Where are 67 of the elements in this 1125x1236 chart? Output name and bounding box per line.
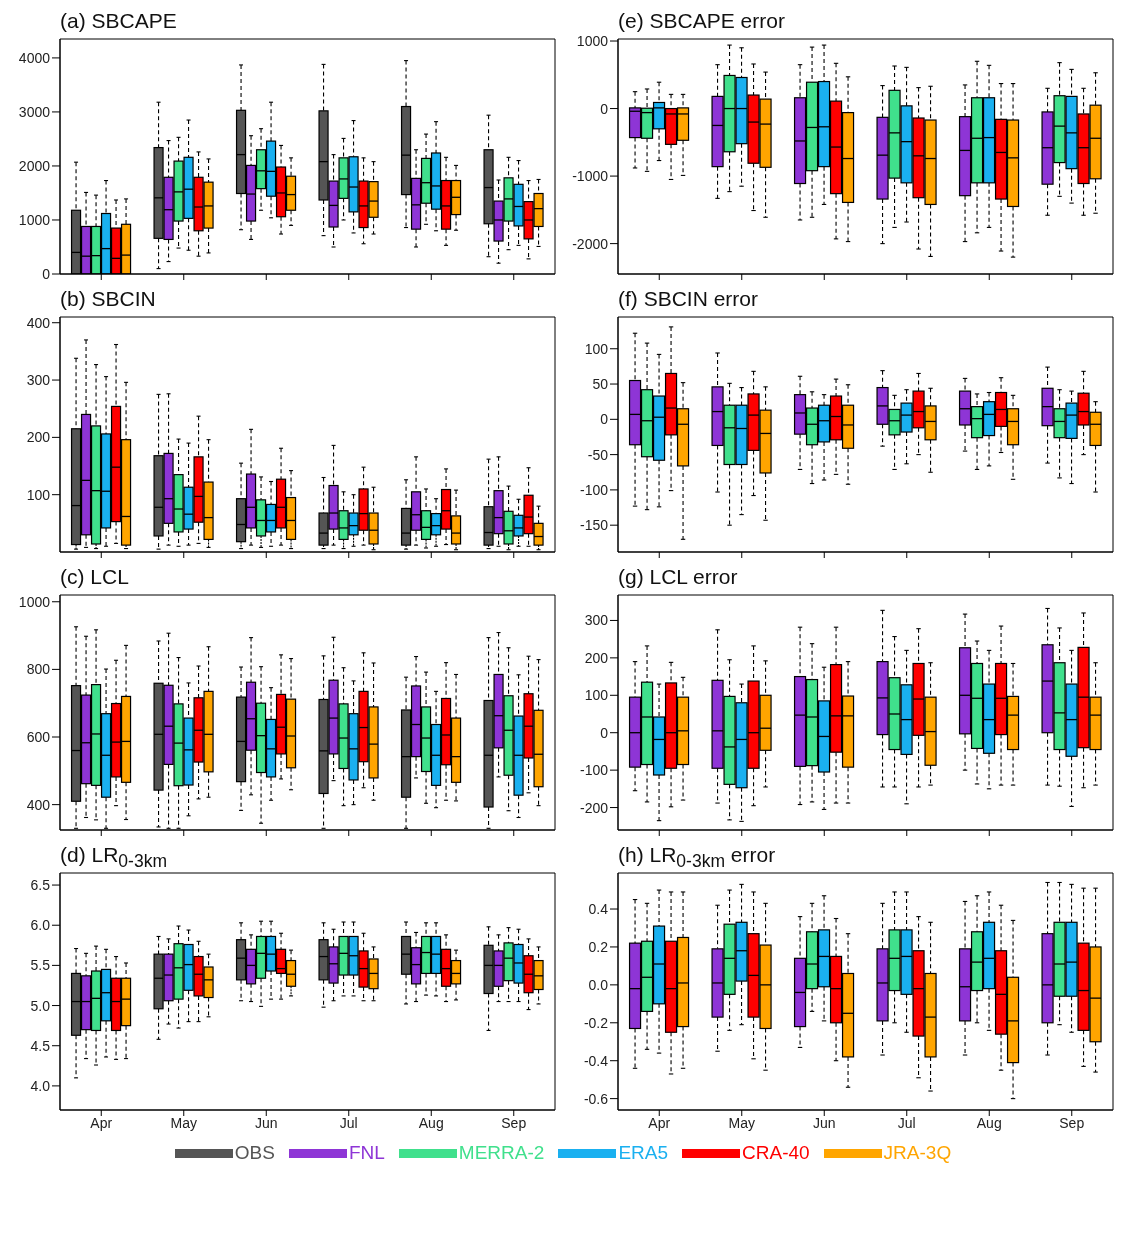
chart-title: (a) SBCAPE [59,8,178,34]
y-tick-label: -1000 [572,168,609,185]
y-tick-label: 300 [26,372,51,389]
chart-title: (f) SBCIN error [617,286,759,312]
legend-label: MERRA-2 [458,1142,545,1164]
y-tick-label: -0.6 [583,1090,609,1107]
x-tick-label: May [728,1114,755,1131]
y-tick-label: 600 [26,728,51,745]
y-tick-label: 0.0 [588,976,609,993]
y-tick-label: 4.0 [30,1077,51,1094]
y-tick-label: 5.5 [30,957,51,974]
x-tick-label: Apr [90,1114,113,1131]
y-tick-label: 100 [26,486,51,503]
y-tick-label: 0.2 [588,938,609,955]
y-tick-label: -50 [587,446,609,463]
y-tick-label: 200 [26,429,51,446]
y-tick-label: -150 [579,517,609,534]
chart-title: (b) SBCIN [59,286,157,312]
y-tick-label: -0.2 [583,1014,609,1031]
y-tick-label: -200 [579,799,609,816]
y-tick-label: 1000 [18,593,51,610]
legend-label: ERA5 [618,1142,669,1164]
y-tick-label: 300 [584,612,609,629]
chart-title: (h) LR$_{0-3km}$ error [617,842,777,872]
y-tick-label: 1000 [18,211,51,228]
y-tick-label: 4000 [18,49,51,66]
x-tick-label: Jul [339,1114,358,1131]
x-tick-label: Jun [812,1114,836,1131]
x-tick-label: Aug [976,1114,1002,1131]
y-tick-label: 0 [42,265,51,282]
x-tick-label: Aug [418,1114,444,1131]
legend-label: FNL [348,1142,385,1164]
y-tick-label: -100 [579,481,609,498]
x-tick-label: Jul [897,1114,916,1131]
y-tick-label: 3000 [18,103,51,120]
y-tick-label: -0.4 [583,1052,609,1069]
y-tick-label: 400 [26,314,51,331]
y-tick-label: 2000 [18,157,51,174]
x-tick-label: Jun [254,1114,278,1131]
y-tick-label: 0 [600,724,609,741]
y-tick-label: 0 [600,411,609,428]
x-tick-label: May [170,1114,197,1131]
x-tick-label: Sep [1059,1114,1085,1131]
chart-title: (d) LR$_{0-3km}$ [59,842,168,872]
y-tick-label: 100 [584,687,609,704]
x-tick-label: Apr [648,1114,671,1131]
chart-title: (c) LCL [59,564,130,590]
y-tick-label: 50 [592,376,609,393]
y-tick-label: 6.0 [30,917,51,934]
y-tick-label: -2000 [572,235,609,252]
legend-label: CRA-40 [742,1142,810,1164]
y-tick-label: 6.5 [30,877,51,894]
y-tick-label: 5.0 [30,997,51,1014]
y-tick-label: 200 [584,649,609,666]
y-tick-label: 4.5 [30,1037,51,1054]
y-tick-label: 100 [584,340,609,357]
y-tick-label: 0.4 [588,900,609,917]
chart-title: (g) LCL error [617,564,739,590]
y-tick-label: -100 [579,762,609,779]
y-tick-label: 400 [26,796,51,813]
x-tick-label: Sep [501,1114,527,1131]
y-tick-label: 1000 [576,33,609,49]
y-tick-label: 800 [26,661,51,678]
y-tick-label: 0 [600,100,609,117]
legend-label: OBS [234,1142,275,1164]
legend-label: JRA-3Q [883,1142,952,1164]
chart-title: (e) SBCAPE error [617,8,786,34]
